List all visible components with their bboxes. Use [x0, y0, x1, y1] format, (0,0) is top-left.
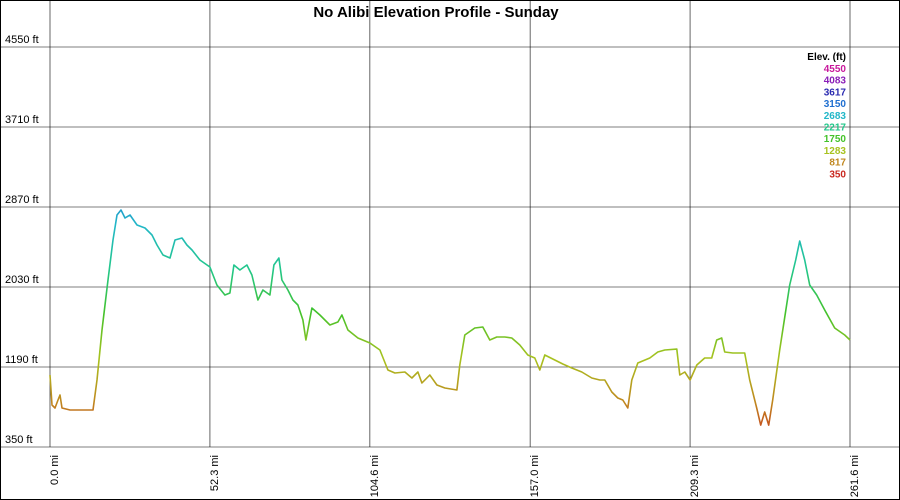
y-tick-label: 3710 ft — [5, 114, 39, 126]
elevation-line — [49, 209, 851, 426]
x-tick-label: 0.0 mi — [49, 455, 61, 485]
x-tick-label: 104.6 mi — [369, 455, 381, 497]
legend-entry: 3617 — [824, 87, 847, 98]
legend-title: Elev. (ft) — [807, 52, 846, 63]
legend-entry: 1750 — [824, 134, 847, 145]
y-tick-label: 2030 ft — [5, 274, 39, 286]
legend-entry: 2683 — [824, 111, 847, 122]
y-tick-label: 2870 ft — [5, 194, 39, 206]
legend-entry: 4550 — [824, 64, 847, 75]
legend-entry: 1283 — [824, 146, 847, 157]
x-tick-label: 209.3 mi — [689, 455, 701, 497]
x-tick-label: 261.6 mi — [849, 455, 861, 497]
y-tick-label: 4550 ft — [5, 34, 39, 46]
y-tick-label: 350 ft — [5, 434, 33, 446]
y-tick-label: 1190 ft — [5, 354, 38, 366]
legend-entry: 350 — [829, 169, 846, 180]
legend-entry: 817 — [829, 158, 846, 169]
legend-entry: 2217 — [824, 123, 847, 134]
x-tick-label: 52.3 mi — [209, 455, 221, 491]
legend-entry: 3150 — [824, 99, 847, 110]
chart-title: No Alibi Elevation Profile - Sunday — [313, 4, 559, 21]
x-tick-label: 157.0 mi — [529, 455, 541, 497]
legend-entry: 4083 — [824, 76, 847, 87]
